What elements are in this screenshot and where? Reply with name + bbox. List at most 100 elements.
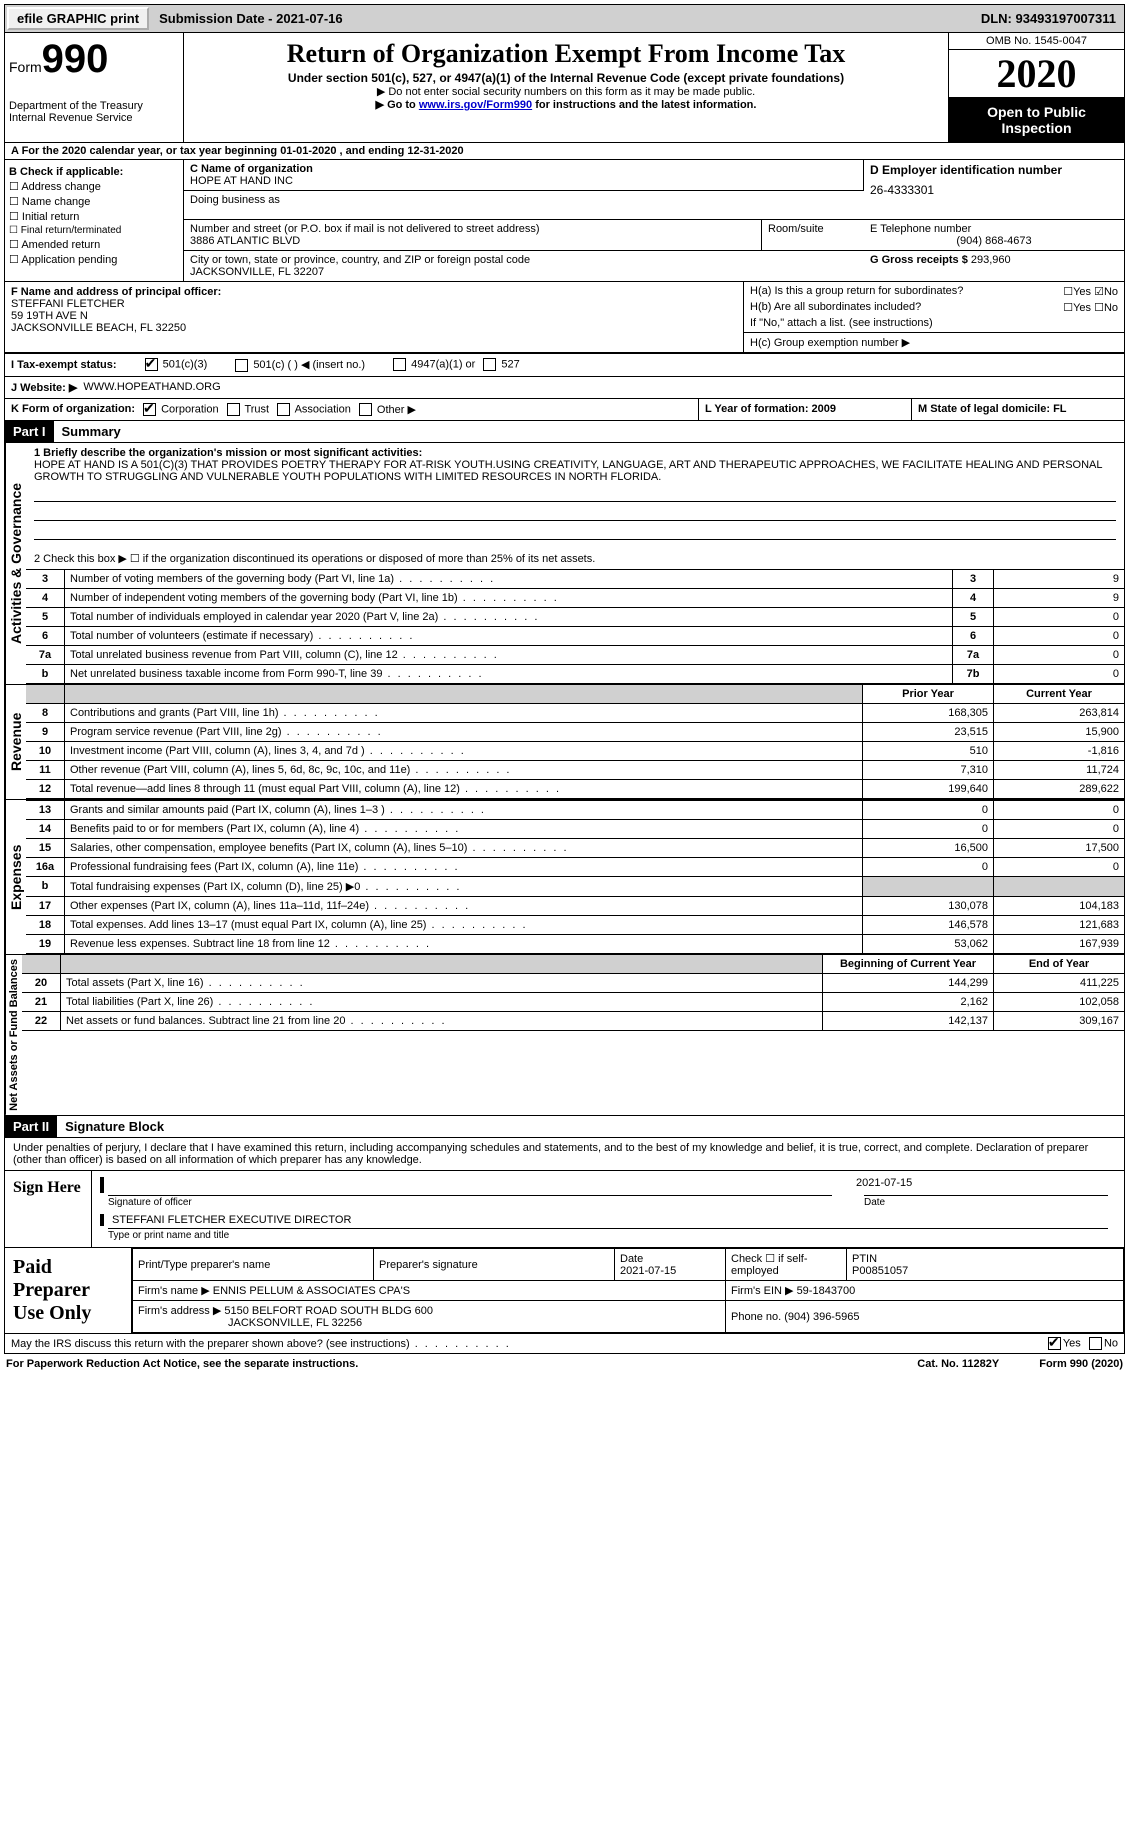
- opt-527[interactable]: 527: [481, 358, 519, 371]
- prep-date-cell: Date2021-07-15: [615, 1249, 726, 1281]
- self-employed-check[interactable]: Check ☐ if self-employed: [726, 1249, 847, 1281]
- city-label: City or town, state or province, country…: [190, 254, 530, 266]
- prep-name-label: Print/Type preparer's name: [133, 1249, 374, 1281]
- gov-row: 7a Total unrelated business revenue from…: [26, 646, 1124, 665]
- line-num: 4: [26, 589, 65, 608]
- current-val: 11,724: [994, 761, 1125, 780]
- line-text: Total expenses. Add lines 13–17 (must eq…: [65, 916, 863, 935]
- line-box: 6: [953, 627, 994, 646]
- line-num: 20: [22, 974, 61, 993]
- type-name-label: Type or print name and title: [108, 1228, 1108, 1241]
- check-address-change-label: Address change: [21, 181, 101, 193]
- form990-link[interactable]: www.irs.gov/Form990: [419, 99, 532, 111]
- opt-trust[interactable]: Trust: [225, 403, 270, 416]
- check-icon: [235, 359, 248, 372]
- netassets-header-row: Beginning of Current Year End of Year: [22, 955, 1124, 974]
- header-right: OMB No. 1545-0047 2020 Open to Public In…: [949, 33, 1124, 142]
- form-number: 990: [42, 37, 109, 81]
- sign-here-label: Sign Here: [5, 1171, 92, 1247]
- form-label: Form: [9, 59, 42, 75]
- table-row: b Total fundraising expenses (Part IX, c…: [26, 877, 1124, 897]
- netassets-table: Beginning of Current Year End of Year 20…: [22, 955, 1124, 1031]
- check-app-pending[interactable]: ☐ Application pending: [9, 253, 179, 266]
- officer-addr1: 59 19TH AVE N: [11, 310, 88, 322]
- current-val: 0: [994, 820, 1125, 839]
- opt-501c[interactable]: 501(c) ( ) ◀ (insert no.): [233, 358, 365, 372]
- dba-label: Doing business as: [190, 194, 280, 206]
- firm-name-label: Firm's name ▶: [138, 1285, 213, 1297]
- efile-print-button[interactable]: efile GRAPHIC print: [7, 7, 149, 30]
- table-row: 15 Salaries, other compensation, employe…: [26, 839, 1124, 858]
- table-row: 20 Total assets (Part X, line 16) 144,29…: [22, 974, 1124, 993]
- table-row: 8 Contributions and grants (Part VIII, l…: [26, 704, 1124, 723]
- check-icon: [1048, 1337, 1061, 1350]
- opt-assoc[interactable]: Association: [275, 403, 351, 416]
- prior-val: 16,500: [863, 839, 994, 858]
- check-initial-return[interactable]: ☐ Initial return: [9, 210, 179, 223]
- sig-date-value: 2021-07-15: [856, 1177, 1116, 1193]
- firm-phone-label: Phone no.: [731, 1311, 784, 1323]
- prior-val: 168,305: [863, 704, 994, 723]
- check-app-pending-label: Application pending: [21, 254, 117, 266]
- header-note1: ▶ Do not enter social security numbers o…: [188, 85, 944, 98]
- revenue-header-row: Prior Year Current Year: [26, 685, 1124, 704]
- h-b-yesno[interactable]: ☐Yes ☐No: [1063, 301, 1118, 314]
- part1-bar: Part I Summary: [4, 421, 1125, 443]
- line-text: Other expenses (Part IX, column (A), lin…: [65, 897, 863, 916]
- gov-row: 3 Number of voting members of the govern…: [26, 570, 1124, 589]
- submission-value: 2021-07-16: [276, 11, 343, 26]
- revenue-section: Revenue Prior Year Current Year 8 Contri…: [4, 685, 1125, 800]
- check-icon: [393, 358, 406, 371]
- firm-phone-value: (904) 396-5965: [784, 1311, 859, 1323]
- signature-block: Under penalties of perjury, I declare th…: [4, 1138, 1125, 1334]
- begin-year-header: Beginning of Current Year: [823, 955, 994, 974]
- prep-sig-label: Preparer's signature: [374, 1249, 615, 1281]
- header-note2: ▶ Go to www.irs.gov/Form990 for instruct…: [188, 98, 944, 111]
- yes-label: Yes: [1073, 286, 1091, 298]
- website-label: J Website: ▶: [11, 381, 77, 394]
- prior-val: 53,062: [863, 935, 994, 954]
- opt-other[interactable]: Other ▶: [357, 403, 416, 417]
- opt-4947[interactable]: 4947(a)(1) or: [391, 358, 475, 371]
- prior-val: 0: [863, 820, 994, 839]
- table-row: 9 Program service revenue (Part VIII, li…: [26, 723, 1124, 742]
- opt-501c3-label: 501(c)(3): [163, 359, 208, 371]
- check-amended[interactable]: ☐ Amended return: [9, 238, 179, 251]
- officer-sig-space[interactable]: [100, 1177, 840, 1193]
- netassets-section: Net Assets or Fund Balances Beginning of…: [4, 955, 1125, 1116]
- prior-val: 130,078: [863, 897, 994, 916]
- form-subtitle: Under section 501(c), 527, or 4947(a)(1)…: [188, 71, 944, 85]
- opt-trust-label: Trust: [244, 403, 269, 415]
- line-val: 0: [994, 646, 1125, 665]
- opt-corp[interactable]: Corporation: [141, 403, 219, 416]
- form-header: Form990 Department of the Treasury Inter…: [4, 33, 1125, 143]
- paperwork-notice: For Paperwork Reduction Act Notice, see …: [6, 1358, 358, 1370]
- current-val: [994, 877, 1125, 897]
- line-text: Salaries, other compensation, employee b…: [65, 839, 863, 858]
- line-text: Number of voting members of the governin…: [65, 570, 953, 589]
- h-a-label: H(a) Is this a group return for subordin…: [750, 285, 963, 298]
- header-center: Return of Organization Exempt From Incom…: [184, 33, 949, 142]
- opt-other-label: Other ▶: [377, 404, 416, 416]
- check-name-change[interactable]: ☐ Name change: [9, 195, 179, 208]
- opt-assoc-label: Association: [295, 403, 351, 415]
- line-val: 0: [994, 665, 1125, 684]
- current-val: 121,683: [994, 916, 1125, 935]
- check-address-change[interactable]: ☐ Address change: [9, 180, 179, 193]
- line-num: 18: [26, 916, 65, 935]
- discuss-yesno[interactable]: Yes No: [1046, 1337, 1118, 1350]
- firm-city-value: JACKSONVILLE, FL 32256: [138, 1317, 362, 1329]
- phone-label: E Telephone number: [870, 223, 971, 235]
- h-a-yesno[interactable]: ☐Yes ☑No: [1063, 285, 1118, 298]
- check-icon: [143, 403, 156, 416]
- city-value: JACKSONVILLE, FL 32207: [190, 266, 324, 278]
- current-val: 104,183: [994, 897, 1125, 916]
- addr-value: 3886 ATLANTIC BLVD: [190, 235, 300, 247]
- opt-501c3[interactable]: 501(c)(3): [143, 358, 208, 371]
- row-m: M State of legal domicile: FL: [911, 399, 1125, 422]
- ptin-label: PTIN: [852, 1253, 877, 1265]
- check-final-return[interactable]: ☐ Final return/terminated: [9, 225, 179, 236]
- line-text: Number of independent voting members of …: [65, 589, 953, 608]
- line-num: 6: [26, 627, 65, 646]
- table-row: 13 Grants and similar amounts paid (Part…: [26, 801, 1124, 820]
